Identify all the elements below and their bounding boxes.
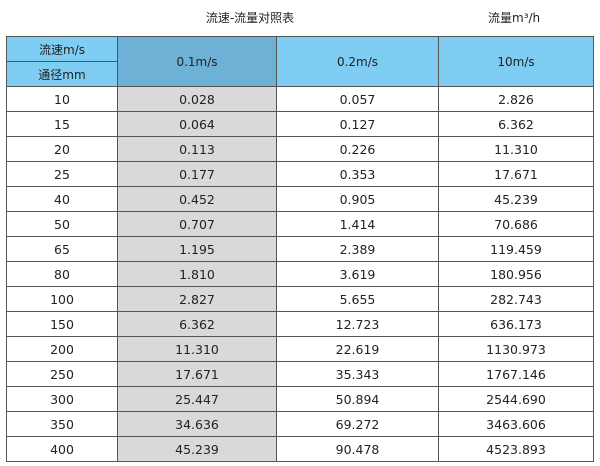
flow-cell: 4523.893 [438,436,594,462]
diameter-cell: 10 [6,86,118,112]
flow-cell: 35.343 [276,361,439,387]
flow-cell: 0.905 [276,186,439,212]
flow-cell: 0.353 [276,161,439,187]
diameter-cell: 40 [6,186,118,212]
diameter-cell: 65 [6,236,118,262]
flow-cell: 1.810 [117,261,277,287]
column-header: 0.1m/s [117,36,277,87]
table-row: 100 2.827 5.655 282.743 [6,286,594,312]
flow-cell: 17.671 [438,161,594,187]
diameter-cell: 25 [6,161,118,187]
flow-cell: 1.195 [117,236,277,262]
table-row: 250 17.671 35.343 1767.146 [6,361,594,387]
flow-cell: 12.723 [276,311,439,337]
flow-cell: 2.389 [276,236,439,262]
flow-cell: 119.459 [438,236,594,262]
flow-cell: 11.310 [117,336,277,362]
flow-cell: 90.478 [276,436,439,462]
flow-cell: 0.177 [117,161,277,187]
table-row: 50 0.707 1.414 70.686 [6,211,594,237]
flow-cell: 0.127 [276,111,439,137]
flow-cell: 6.362 [117,311,277,337]
table-row: 200 11.310 22.619 1130.973 [6,336,594,362]
flow-cell: 22.619 [276,336,439,362]
flow-cell: 0.113 [117,136,277,162]
header-row: 流速m/s 0.1m/s 0.2m/s 10m/s [6,36,594,87]
flow-cell: 25.447 [117,386,277,412]
flow-cell: 1130.973 [438,336,594,362]
flow-cell: 1767.146 [438,361,594,387]
speed-header: 流速m/s [6,36,118,62]
table-row: 40 0.452 0.905 45.239 [6,186,594,212]
flow-cell: 45.239 [438,186,594,212]
flow-cell: 282.743 [438,286,594,312]
diameter-header: 通径mm [6,61,118,87]
flow-cell: 0.064 [117,111,277,137]
flow-cell: 2544.690 [438,386,594,412]
header-row: 通径mm [6,61,594,87]
diameter-cell: 150 [6,311,118,337]
table-row: 80 1.810 3.619 180.956 [6,261,594,287]
diameter-cell: 350 [6,411,118,437]
table-row: 65 1.195 2.389 119.459 [6,236,594,262]
flow-cell: 45.239 [117,436,277,462]
table-row: 400 45.239 90.478 4523.893 [6,436,594,462]
diameter-cell: 20 [6,136,118,162]
table-row: 150 6.362 12.723 636.173 [6,311,594,337]
flow-cell: 3463.606 [438,411,594,437]
table-title: 流速-流量对照表 [205,11,295,25]
diameter-cell: 100 [6,286,118,312]
diameter-cell: 200 [6,336,118,362]
flow-cell: 50.894 [276,386,439,412]
flow-cell: 0.452 [117,186,277,212]
flow-cell: 17.671 [117,361,277,387]
table-row: 10 0.028 0.057 2.826 [6,86,594,112]
flow-cell: 2.827 [117,286,277,312]
table-row: 350 34.636 69.272 3463.606 [6,411,594,437]
flow-cell: 70.686 [438,211,594,237]
diameter-cell: 400 [6,436,118,462]
flow-cell: 0.028 [117,86,277,112]
column-header: 0.2m/s [276,36,439,87]
unit-label: 流量m³/h [488,11,541,25]
flow-cell: 34.636 [117,411,277,437]
flow-cell: 3.619 [276,261,439,287]
diameter-cell: 300 [6,386,118,412]
flow-cell: 180.956 [438,261,594,287]
flow-table: 流速m/s 0.1m/s 0.2m/s 10m/s 通径mm 10 0.028 0.… [6,36,594,462]
flow-cell: 0.057 [276,86,439,112]
flow-cell: 0.707 [117,211,277,237]
diameter-cell: 50 [6,211,118,237]
column-header: 10m/s [438,36,594,87]
table-row: 20 0.113 0.226 11.310 [6,136,594,162]
flow-cell: 2.826 [438,86,594,112]
table-row: 15 0.064 0.127 6.362 [6,111,594,137]
flow-cell: 5.655 [276,286,439,312]
flow-cell: 6.362 [438,111,594,137]
diameter-cell: 80 [6,261,118,287]
flow-cell: 0.226 [276,136,439,162]
flow-cell: 1.414 [276,211,439,237]
flow-cell: 11.310 [438,136,594,162]
diameter-cell: 250 [6,361,118,387]
flow-cell: 69.272 [276,411,439,437]
flow-cell: 636.173 [438,311,594,337]
table-row: 25 0.177 0.353 17.671 [6,161,594,187]
diameter-cell: 15 [6,111,118,137]
table-row: 300 25.447 50.894 2544.690 [6,386,594,412]
